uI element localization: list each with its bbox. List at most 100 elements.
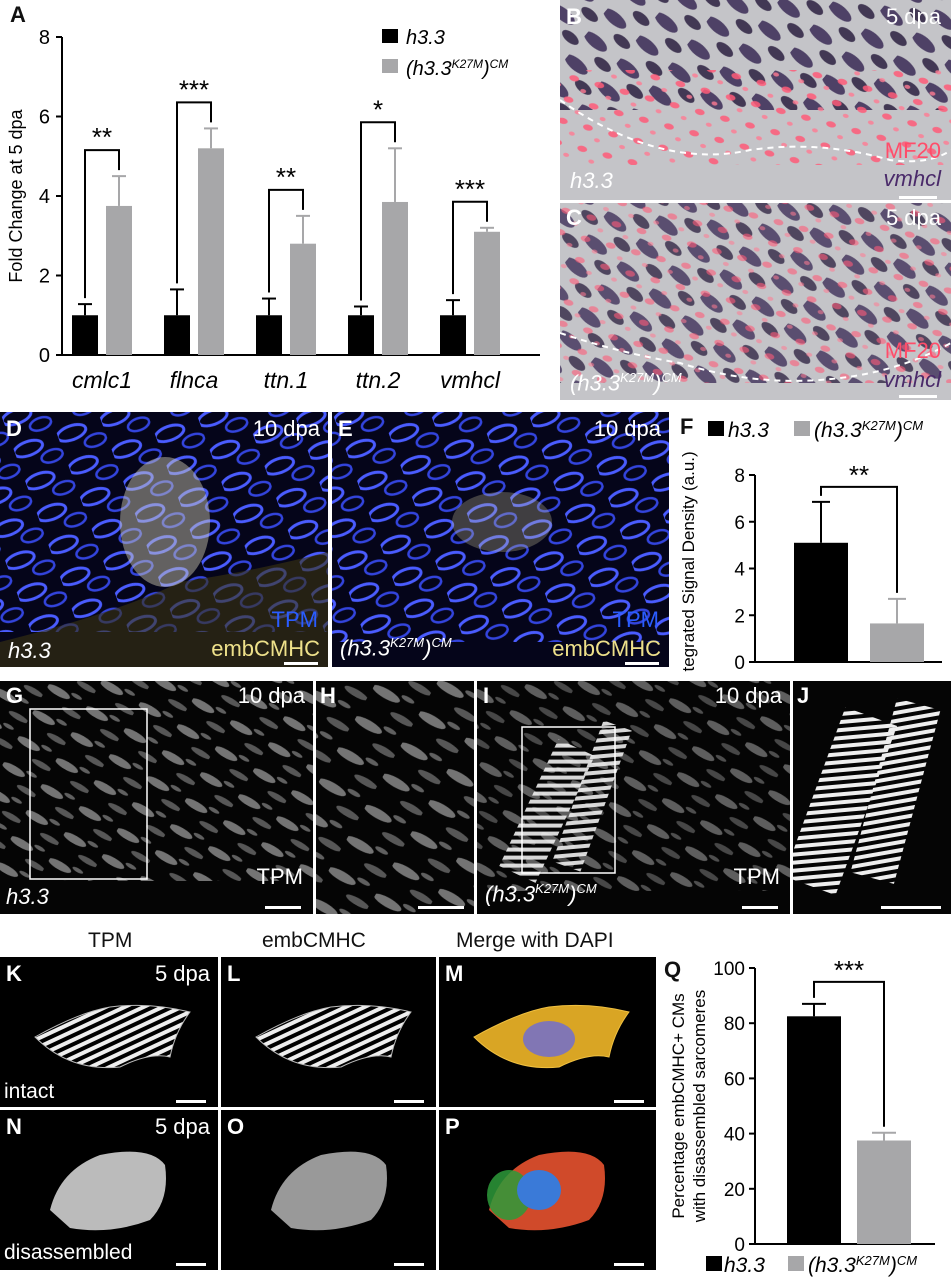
scale-bar-h: [418, 906, 464, 909]
sig-stars-a: **: [92, 122, 112, 152]
legend-swatch-ctrl-a: [382, 29, 398, 43]
scale-bar-c: [899, 395, 937, 398]
sig-bracket-a: [176, 101, 212, 284]
sig-stars-a: ***: [455, 174, 485, 204]
legend-label-ctrl-f: h3.3: [728, 419, 769, 442]
micrograph-l: L: [221, 957, 436, 1107]
timepoint-label-k: 5 dpa: [154, 961, 210, 986]
micrograph-c: C 5 dpa MF20 vmhcl (h3.3K27M)CM: [560, 203, 951, 400]
scale-bar-e: [625, 662, 659, 665]
y-tick-label-f: 2: [734, 606, 745, 627]
timepoint-label-d: 10 dpa: [252, 416, 320, 441]
panel-label-k: K: [6, 961, 22, 986]
panel-label-g: G: [6, 683, 24, 708]
scale-bar-m: [614, 1100, 644, 1103]
legend-label-mut-a: (h3.3K27M)CM: [406, 57, 508, 80]
panel-label-l: L: [227, 961, 241, 986]
y-tick-label-q: 0: [734, 1235, 745, 1256]
panel-label-i: I: [483, 683, 490, 708]
micrograph-p: P: [439, 1110, 656, 1270]
y-tick-label-a: 2: [39, 266, 50, 288]
y-tick-label-q: 60: [724, 1069, 745, 1090]
legend-label-mut-f: (h3.3K27M)CM: [814, 418, 923, 443]
panel-label-q: Q: [664, 957, 682, 982]
stain-label-embcmhc-e: embCMHC: [552, 636, 661, 661]
scale-bar-l: [394, 1100, 424, 1103]
y-tick-label-a: 6: [39, 107, 50, 129]
state-label-intact: intact: [4, 1080, 55, 1103]
micrograph-m: M: [439, 957, 656, 1107]
micrograph-b: B 5 dpa MF20 vmhcl h3.3: [560, 0, 951, 200]
sig-bracket-f: [820, 485, 898, 593]
legend-label-ctrl-a: h3.3: [406, 27, 445, 49]
scale-bar-p: [614, 1263, 644, 1266]
scale-bar-k: [176, 1100, 206, 1103]
sig-bracket-q: [813, 980, 885, 1127]
bar-a-mut: [198, 148, 224, 355]
panel-label-p: P: [445, 1114, 460, 1139]
panel-label-c: C: [566, 205, 582, 230]
y-axis-label-f: Integrated Signal Density (a.u.): [679, 451, 698, 672]
timepoint-label-n: 5 dpa: [154, 1114, 210, 1139]
y-tick-label-q: 40: [724, 1125, 745, 1146]
chart-f-svg: 0 2 4 6 8 Integrated Signal Density (a.u.) ** h…: [679, 418, 942, 672]
legend-swatch-mut-a: [382, 59, 398, 73]
bar-q: [787, 1016, 841, 1244]
sig-stars-a: **: [276, 162, 296, 192]
chart-a: A 0 2 4 6 8 Fold Change at 5 dpa ** cmlc1 *** fln…: [0, 0, 558, 408]
y-tick-label-f: 4: [734, 560, 745, 581]
bar-f: [794, 542, 848, 662]
genotype-label-b: h3.3: [570, 168, 613, 193]
timepoint-label-i: 10 dpa: [714, 683, 782, 708]
legend-label-ctrl-q: h3.3: [724, 1254, 765, 1277]
chart-q: Q 0 20 40 60 80 100 Percentage embCMHC+ CMs wit…: [660, 925, 951, 1280]
stain-label-tpm-d: TPM: [271, 607, 318, 632]
micrograph-i: I 10 dpa TPM (h3.3K27M)CM: [477, 681, 790, 914]
bar-a-ctrl: [164, 315, 190, 355]
scale-bar-g: [265, 906, 301, 909]
genotype-label-c: (h3.3K27M)CM: [570, 370, 682, 396]
panel-label-b: B: [566, 4, 582, 29]
y-tick-label-f: 6: [734, 513, 745, 534]
stain-label-mf20-c: MF20: [884, 338, 941, 363]
timepoint-label-g: 10 dpa: [237, 683, 305, 708]
y-tick-label-a: 4: [39, 186, 50, 208]
state-label-disassembled: disassembled: [4, 1241, 133, 1264]
timepoint-label-e: 10 dpa: [593, 416, 661, 441]
micrograph-o: O: [221, 1110, 436, 1270]
scale-bar-d: [284, 662, 318, 665]
sig-stars-q: ***: [834, 955, 864, 985]
scale-bar-i: [742, 906, 778, 909]
timepoint-label-b: 5 dpa: [885, 4, 941, 29]
panel-label-h: H: [320, 683, 336, 708]
scale-bar-n: [176, 1263, 206, 1266]
x-tick-label-a: ttn.2: [356, 367, 401, 393]
legend-label-mut-q: (h3.3K27M)CM: [808, 1253, 917, 1278]
stain-label-vmhcl-c: vmhcl: [883, 367, 941, 392]
y-tick-label-q: 80: [724, 1014, 745, 1035]
panel-label-d: D: [6, 416, 22, 441]
panel-label-j: J: [797, 683, 810, 708]
timepoint-label-c: 5 dpa: [885, 205, 941, 230]
y-tick-label-a: 0: [39, 345, 50, 367]
stain-label-vmhcl-b: vmhcl: [883, 166, 941, 191]
stain-label-tpm-g: TPM: [256, 864, 303, 889]
sig-stars-a: *: [373, 94, 383, 124]
legend-swatch-ctrl-q: [706, 1256, 722, 1271]
panel-label-e: E: [338, 416, 353, 441]
y-axis-label-q: Percentage embCMHC+ CMs with disassembled…: [669, 990, 709, 1223]
micrograph-k: K 5 dpa intact: [0, 957, 218, 1107]
legend-swatch-mut-q: [788, 1256, 804, 1271]
genotype-label-g: h3.3: [6, 884, 49, 909]
stain-label-mf20-b: MF20: [884, 138, 941, 163]
bar-a-ctrl: [256, 315, 282, 355]
genotype-label-i: (h3.3K27M)CM: [485, 881, 597, 907]
sig-bracket-a: [84, 149, 120, 299]
sig-bracket-a: [452, 200, 488, 295]
stain-label-embcmhc-d: embCMHC: [211, 636, 320, 661]
bar-a-mut: [290, 243, 316, 355]
sig-stars-a: ***: [179, 74, 209, 104]
sig-bracket-a: [360, 121, 396, 301]
stain-label-tpm-e: TPM: [612, 607, 659, 632]
